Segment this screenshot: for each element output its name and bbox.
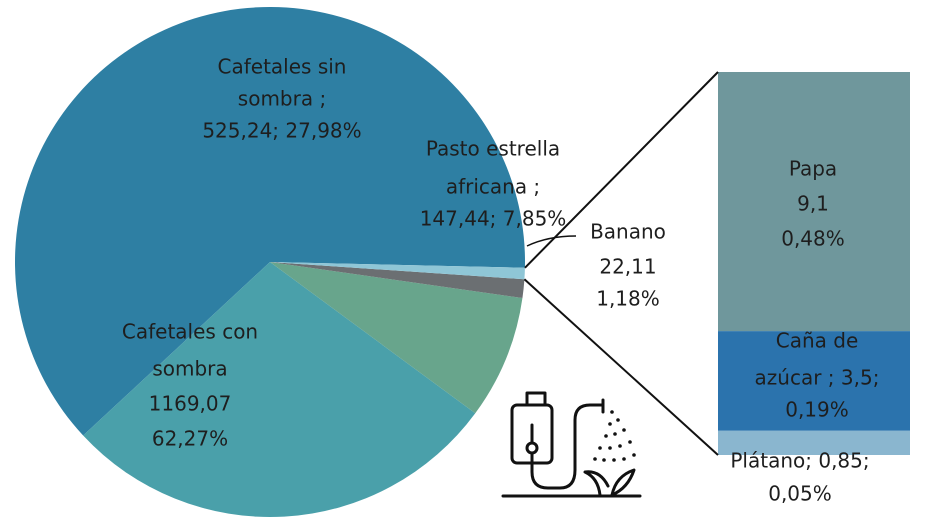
bar-label: Caña de [776, 329, 859, 353]
bar-label: 0,19% [785, 398, 849, 422]
connector-line [524, 71, 719, 269]
data-label: sombra [152, 357, 227, 381]
data-label: Cafetales sin [218, 55, 347, 79]
data-label: 22,11 [599, 255, 656, 279]
pie-slice [15, 7, 526, 436]
bar-label: 0,48% [781, 227, 845, 251]
data-label: Pasto estrella [426, 137, 560, 161]
data-label: Banano [590, 220, 666, 244]
pie-slice [270, 262, 525, 280]
leader-line [526, 235, 577, 247]
bar-label: 0,05% [768, 482, 832, 506]
data-label: 525,24; 27,98% [202, 119, 361, 143]
connector-line [523, 278, 719, 456]
bar-label: Plátano; 0,85; [730, 449, 869, 473]
bar-segment [718, 331, 910, 431]
data-label: 147,44; 7,85% [420, 207, 567, 231]
data-label: 62,27% [152, 427, 228, 451]
pie-slice [270, 262, 525, 299]
data-label: sombra ; [238, 87, 326, 111]
data-label: 1169,07 [149, 392, 232, 416]
pie-slice [83, 262, 476, 518]
data-label: africana ; [446, 175, 540, 199]
bar-segment [718, 430, 910, 455]
bar-label: Papa [789, 157, 837, 181]
data-label: 1,18% [596, 287, 660, 311]
bar-segment [718, 72, 910, 332]
bar-label: azúcar ; 3,5; [755, 366, 880, 390]
pie-slice [270, 262, 523, 414]
data-label: Cafetales con [122, 320, 258, 344]
bar-label: 9,1 [797, 192, 829, 216]
sprinkler-icon [501, 391, 642, 498]
